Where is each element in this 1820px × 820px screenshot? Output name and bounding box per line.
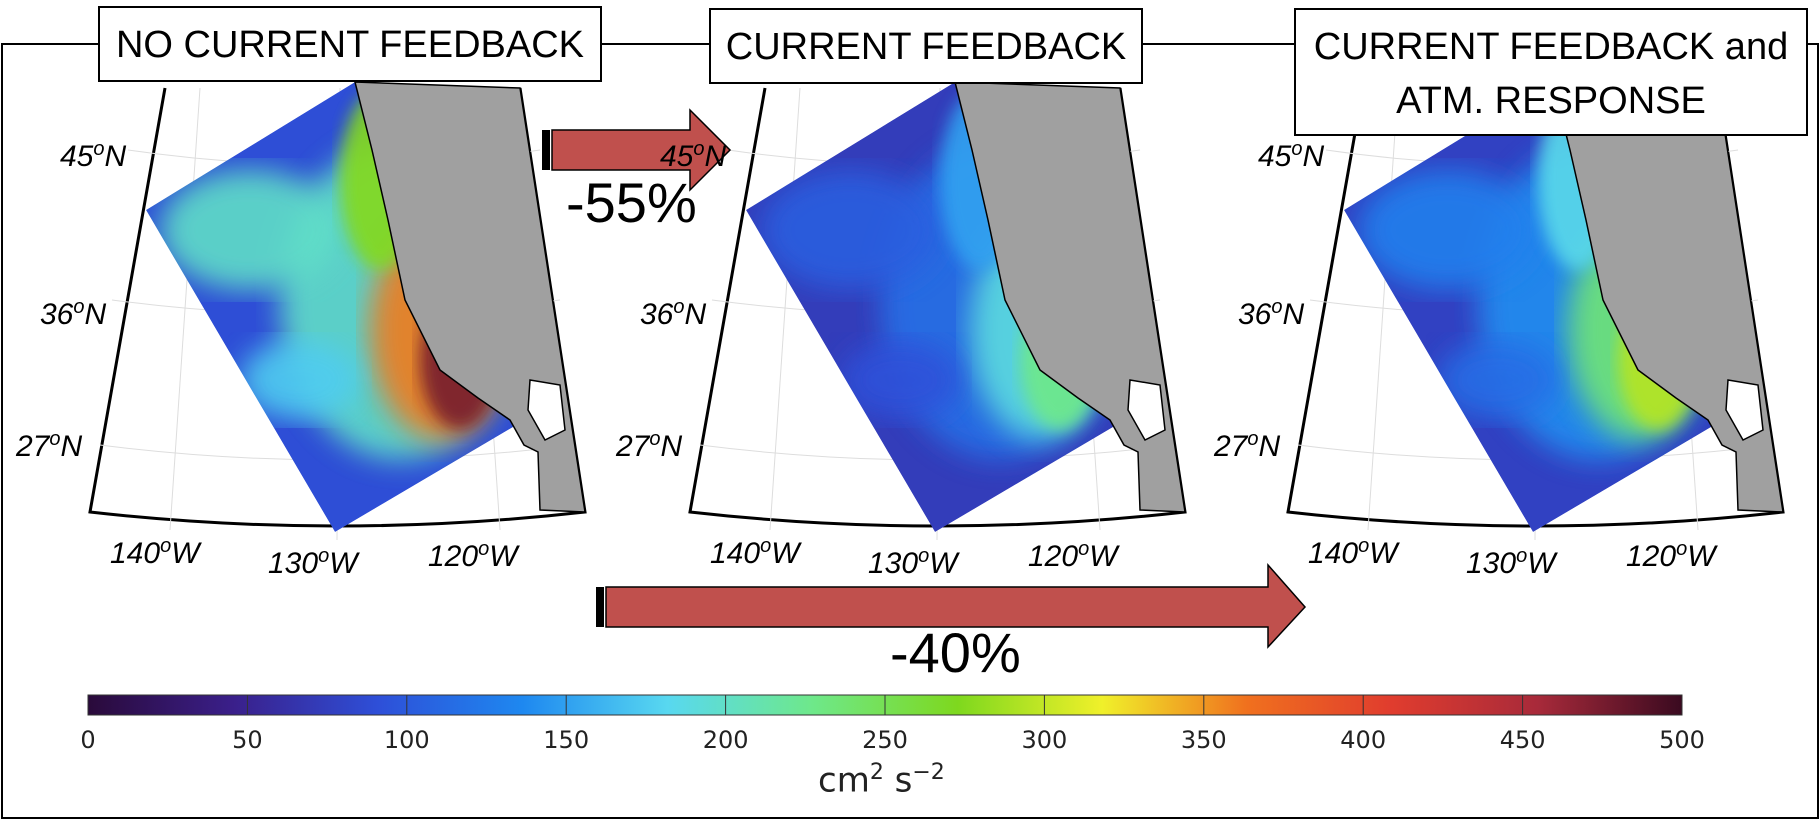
lat-label: 45oN (1258, 138, 1325, 173)
lon-label: 120oW (1626, 538, 1716, 573)
colorbar-tick-label: 100 (383, 726, 430, 754)
short-arrow-label: -55% (566, 171, 697, 234)
long-reduction-arrow (596, 563, 1307, 649)
land-mass (1552, 81, 1784, 513)
lon-label: 140oW (710, 535, 800, 570)
land-mass (954, 81, 1186, 513)
colorbar-ticks (87, 695, 1683, 715)
panel-title-no-current-feedback: NO CURRENT FEEDBACK (98, 6, 602, 82)
graticule-lon (1367, 87, 1399, 531)
short-reduction-arrow (542, 108, 732, 192)
lat-label: 45oN (660, 138, 727, 173)
lon-label: 130oW (868, 545, 958, 580)
map-panel-1 (88, 81, 587, 541)
lat-label: 45oN (60, 138, 127, 173)
graticule-lon (169, 87, 201, 531)
lat-label: 36oN (1238, 296, 1305, 331)
lat-label: 36oN (640, 296, 707, 331)
graticule-lon (769, 87, 801, 531)
lon-label: 130oW (1466, 545, 1556, 580)
map-panel-2 (688, 81, 1187, 541)
colorbar-tick-label: 250 (862, 726, 908, 754)
colorbar-tick-label: 400 (1340, 726, 1387, 754)
lon-label: 130oW (268, 545, 358, 580)
lon-label: 120oW (428, 538, 518, 573)
lat-label: 27oN (1214, 428, 1281, 463)
lon-label: 140oW (110, 535, 200, 570)
colorbar-tick-label: 350 (1180, 726, 1227, 754)
colorbar-tick-label: 150 (543, 726, 590, 754)
lon-label: 140oW (1308, 535, 1398, 570)
colorbar-unit-label: cm2 s−2 (818, 760, 945, 801)
outside-domain-land (1725, 379, 1764, 441)
panel-title-current-feedback-atm: CURRENT FEEDBACK and ATM. RESPONSE (1294, 8, 1808, 136)
colorbar-tick-label: 0 (80, 726, 96, 754)
lon-label: 120oW (1028, 538, 1118, 573)
outside-domain-land (527, 379, 566, 441)
colorbar-tick-label: 50 (232, 726, 263, 754)
lat-label: 36oN (40, 296, 107, 331)
colorbar-tick-label: 450 (1499, 726, 1546, 754)
colorbar-tick-label: 200 (702, 726, 749, 754)
outside-domain-land (1127, 379, 1166, 441)
panel-title-current-feedback: CURRENT FEEDBACK (709, 8, 1143, 84)
lat-label: 27oN (616, 428, 683, 463)
colorbar-tick-label: 300 (1021, 726, 1068, 754)
land-mass (354, 81, 586, 513)
colorbar-tick-label: 500 (1659, 726, 1705, 754)
long-arrow-label: -40% (890, 621, 1021, 684)
lat-label: 27oN (16, 428, 83, 463)
map-panel-3 (1286, 81, 1785, 541)
